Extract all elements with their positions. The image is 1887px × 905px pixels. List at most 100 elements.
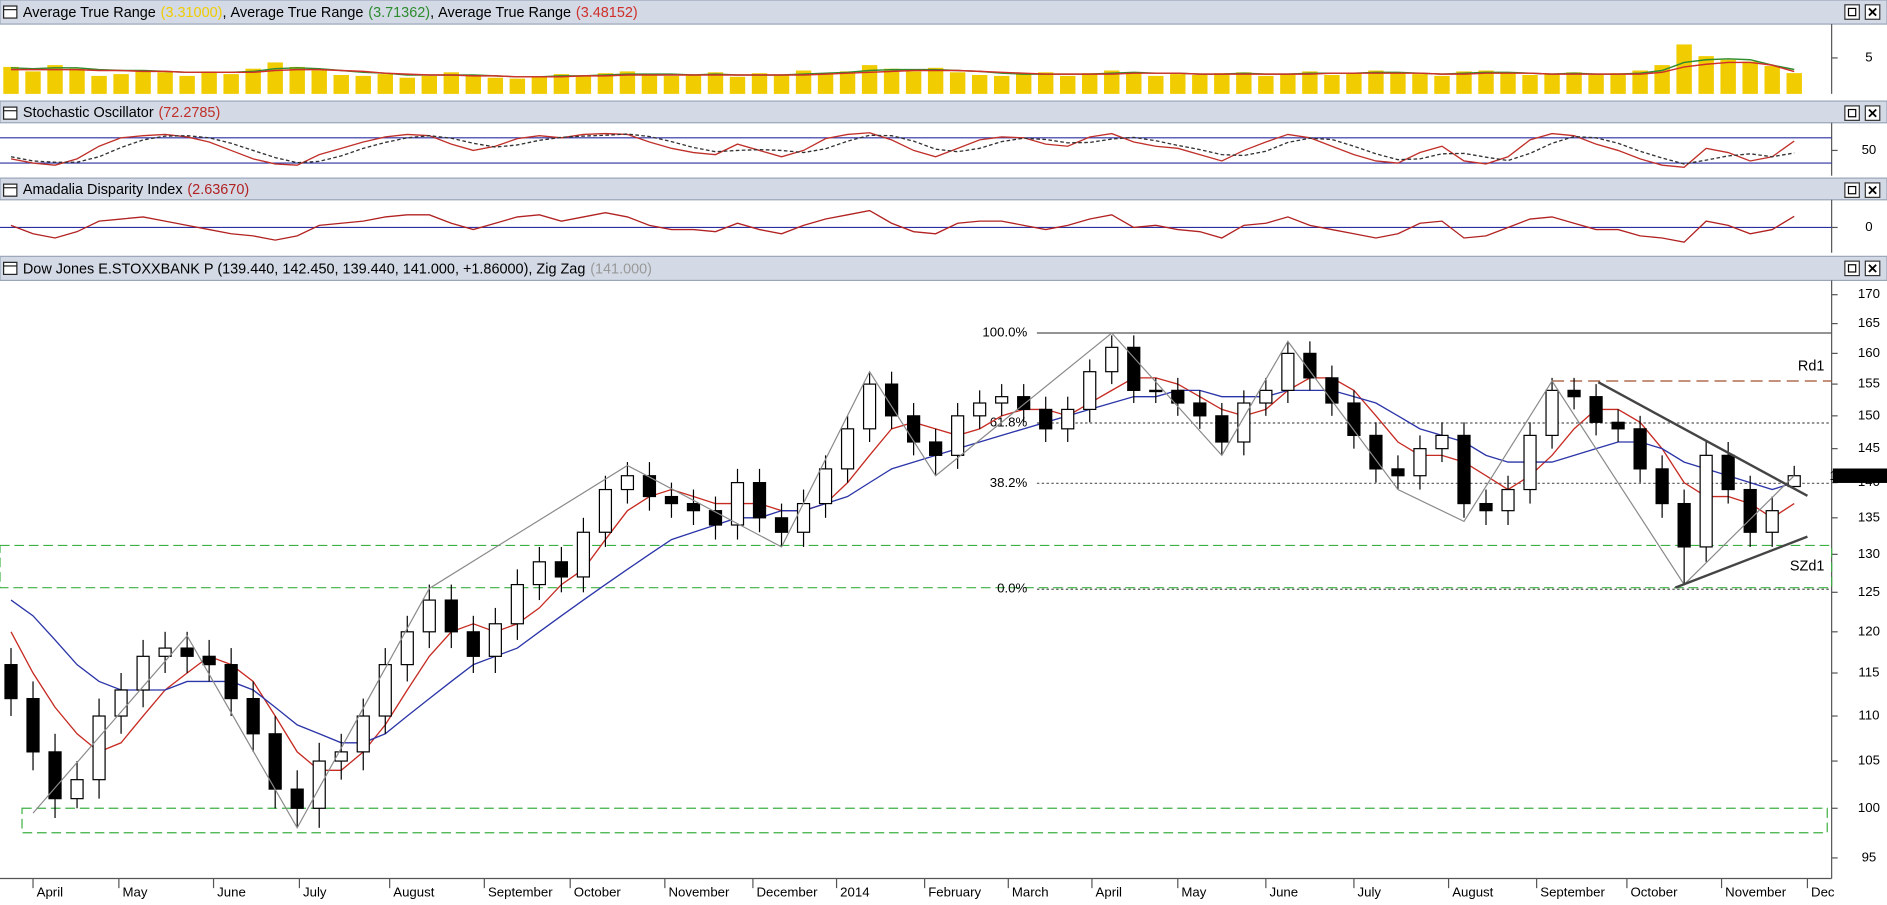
- candle-body: [642, 475, 657, 498]
- candle-body: [1215, 415, 1229, 443]
- maximize-glyph: [1847, 264, 1857, 273]
- atr-bar: [1676, 44, 1692, 94]
- atr-bar: [1764, 66, 1780, 94]
- candle-body: [708, 510, 723, 526]
- atr-bar: [1544, 74, 1560, 94]
- atr-bar: [1368, 70, 1384, 94]
- candle-body: [995, 396, 1009, 404]
- atr-bar: [575, 75, 592, 94]
- candle-body: [1479, 502, 1493, 512]
- atr-bar: [839, 71, 856, 94]
- candle-body: [664, 495, 679, 505]
- atr-bar: [1566, 72, 1582, 94]
- atr-bar: [553, 74, 570, 94]
- atr-bar: [377, 74, 393, 94]
- atr-bar: [1258, 75, 1274, 94]
- y-tick-label: 125: [1858, 584, 1880, 599]
- indicator-line: [10, 209, 1795, 243]
- atr-bar: [69, 68, 85, 94]
- candle-body: [1523, 434, 1537, 491]
- candle-body: [114, 689, 128, 717]
- candle-body: [92, 715, 106, 781]
- y-tick-label: 135: [1858, 509, 1880, 524]
- x-tick-label: 2014: [840, 884, 869, 899]
- atr-bar: [443, 72, 460, 94]
- atr-bar: [641, 74, 658, 94]
- atr-bar: [509, 78, 526, 94]
- atr-bar: [1390, 72, 1406, 94]
- panel-header: [0, 100, 1887, 124]
- candle-body: [1589, 396, 1603, 423]
- candle-body: [730, 482, 745, 526]
- candle-body: [1501, 488, 1515, 512]
- panel-header: [0, 177, 1887, 201]
- candle-body: [356, 715, 370, 753]
- atr-bar: [1522, 75, 1538, 94]
- candle-body: [4, 664, 18, 700]
- title-separator: ,: [528, 261, 536, 277]
- panel-title: Stochastic Oscillator (72.2785): [23, 105, 220, 121]
- maximize-button[interactable]: [1844, 260, 1860, 277]
- x-tick-label: June: [217, 884, 246, 899]
- title-separator: ,: [222, 5, 230, 21]
- y-tick-label: 145: [1858, 440, 1880, 455]
- candle-body: [840, 428, 855, 470]
- candle-body: [818, 468, 833, 505]
- x-tick-label: September: [1540, 884, 1605, 899]
- atr-bar: [905, 71, 922, 94]
- title-text: Dow Jones E.STOXXBANK P (139.440, 142.45…: [23, 261, 529, 277]
- fib-label: 38.2%: [990, 475, 1028, 490]
- zone: [21, 807, 1828, 834]
- atr-bar: [1126, 72, 1142, 94]
- atr-bar: [289, 66, 305, 94]
- maximize-button[interactable]: [1844, 182, 1860, 198]
- indicator-line: [10, 132, 1795, 168]
- x-tick-label: July: [1358, 884, 1382, 899]
- atr-bar: [223, 74, 239, 94]
- y-tick-label: 170: [1858, 286, 1880, 301]
- y-tick-label: 110: [1858, 708, 1879, 723]
- maximize-glyph: [1847, 108, 1857, 118]
- candle-body: [1061, 408, 1075, 430]
- atr-bar: [47, 65, 63, 94]
- candle-body: [1677, 502, 1691, 548]
- panel-icon: [3, 183, 18, 197]
- candle-body: [686, 502, 701, 512]
- zone: [0, 544, 1833, 589]
- candle-body: [884, 383, 899, 417]
- atr-bar: [421, 75, 437, 94]
- atr-bar: [1786, 73, 1802, 94]
- moving-average: [10, 389, 1795, 744]
- atr-bar: [1588, 75, 1604, 94]
- atr-bar: [1610, 73, 1626, 94]
- panel-icon: [3, 5, 18, 19]
- x-tick-label: April: [37, 884, 64, 899]
- atr-bar: [1236, 72, 1252, 94]
- candle-body: [1193, 402, 1207, 417]
- x-tick-label: August: [1452, 884, 1493, 899]
- atr-bar: [465, 75, 482, 94]
- indicator-name: Average True Range: [23, 5, 156, 21]
- trendline: [1597, 381, 1809, 497]
- atr-bar: [1720, 59, 1736, 94]
- maximize-button[interactable]: [1844, 4, 1860, 20]
- candle-body: [1391, 468, 1405, 477]
- atr-bar: [1346, 73, 1362, 94]
- x-tick-label: March: [1012, 884, 1049, 899]
- fib-label: 0.0%: [997, 581, 1027, 596]
- candle-body: [202, 655, 216, 666]
- atr-line: [10, 58, 1795, 78]
- title-separator: ,: [430, 5, 438, 21]
- candle-body: [48, 751, 62, 800]
- candle-body: [1083, 371, 1097, 411]
- atr-bar: [1412, 74, 1428, 94]
- x-tick-label: December: [757, 884, 819, 899]
- atr-bar: [3, 66, 19, 94]
- y-tick-label: 130: [1858, 546, 1880, 561]
- candle-body: [26, 697, 40, 753]
- y-tick-label: 155: [1858, 376, 1880, 391]
- maximize-button[interactable]: [1844, 105, 1860, 121]
- candle-body: [1369, 434, 1383, 470]
- candle-body: [334, 751, 348, 762]
